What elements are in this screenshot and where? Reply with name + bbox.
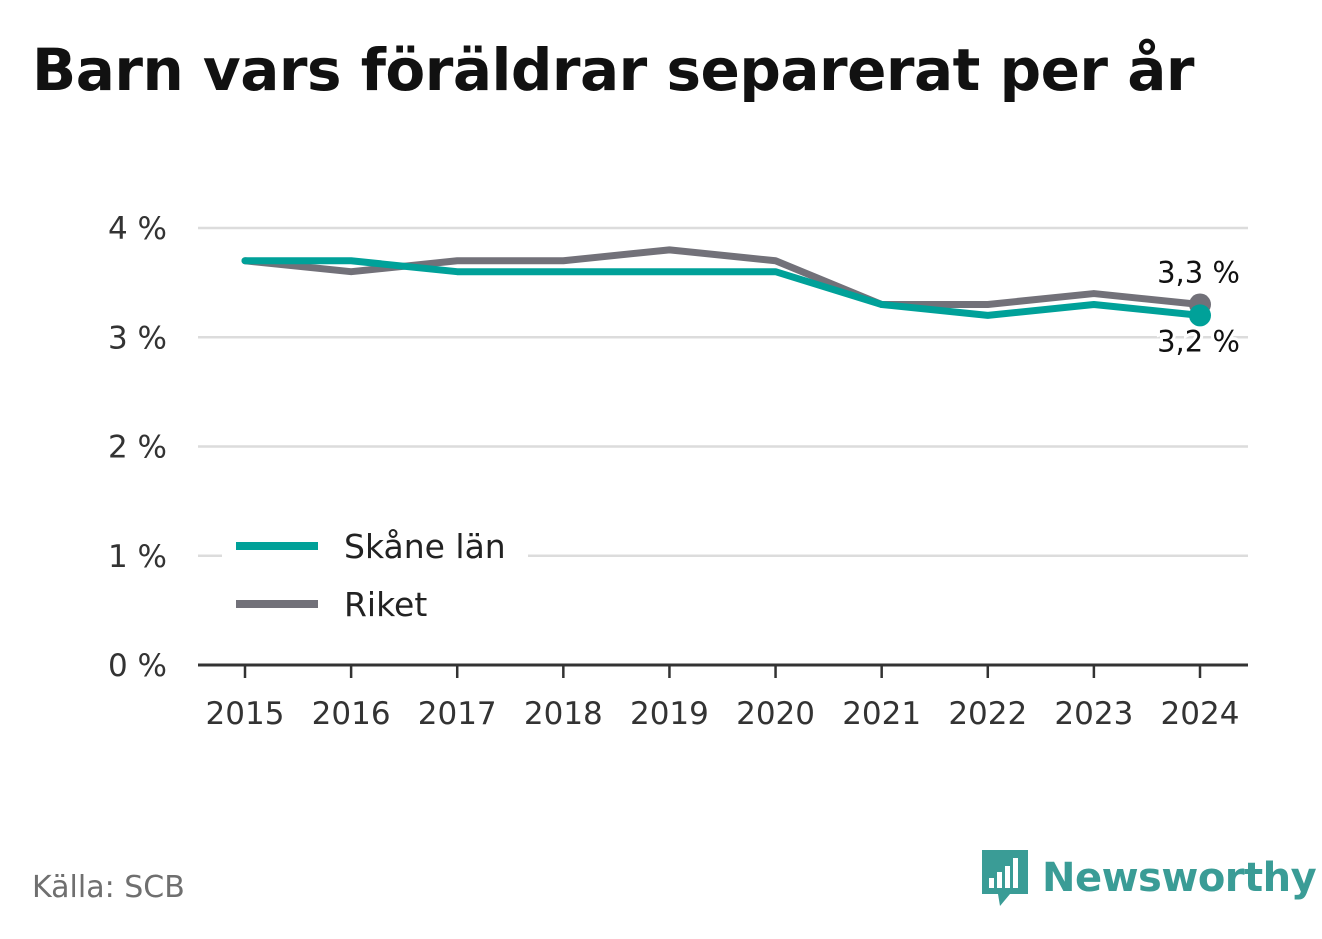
newsworthy-logo: Newsworthy: [980, 848, 1317, 908]
y-tick-label: 4 %: [108, 211, 167, 247]
x-tick-label: 2022: [948, 696, 1027, 732]
x-tick-label: 2017: [418, 696, 497, 732]
series-line: [241, 246, 1204, 308]
legend-label: Riket: [344, 585, 427, 624]
x-tick-label: 2021: [842, 696, 921, 732]
y-tick-label: 0 %: [108, 648, 167, 684]
x-tick-label: 2018: [524, 696, 603, 732]
x-tick-label: 2020: [736, 696, 815, 732]
series-end-marker: [1189, 304, 1211, 327]
series-end-label: 3,2 %: [1157, 324, 1240, 358]
brand-name: Newsworthy: [1042, 855, 1317, 901]
y-tick-label: 1 %: [108, 539, 167, 575]
x-tick-label: 2019: [630, 696, 709, 732]
x-tick-label: 2024: [1161, 696, 1240, 732]
x-tick-label: 2023: [1054, 696, 1133, 732]
newsworthy-icon: [982, 850, 1028, 906]
legend-background: [222, 518, 528, 628]
series-line: [241, 257, 1204, 319]
series-end-label: 3,3 %: [1157, 255, 1240, 289]
legend-label: Skåne län: [344, 527, 506, 566]
y-tick-label: 2 %: [108, 430, 167, 466]
y-tick-label: 3 %: [108, 320, 167, 356]
x-tick-label: 2016: [312, 696, 391, 732]
x-tick-label: 2015: [206, 696, 285, 732]
chart-title: Barn vars föräldrar separerat per år: [32, 36, 1194, 104]
source-label: Källa: SCB: [32, 870, 185, 905]
